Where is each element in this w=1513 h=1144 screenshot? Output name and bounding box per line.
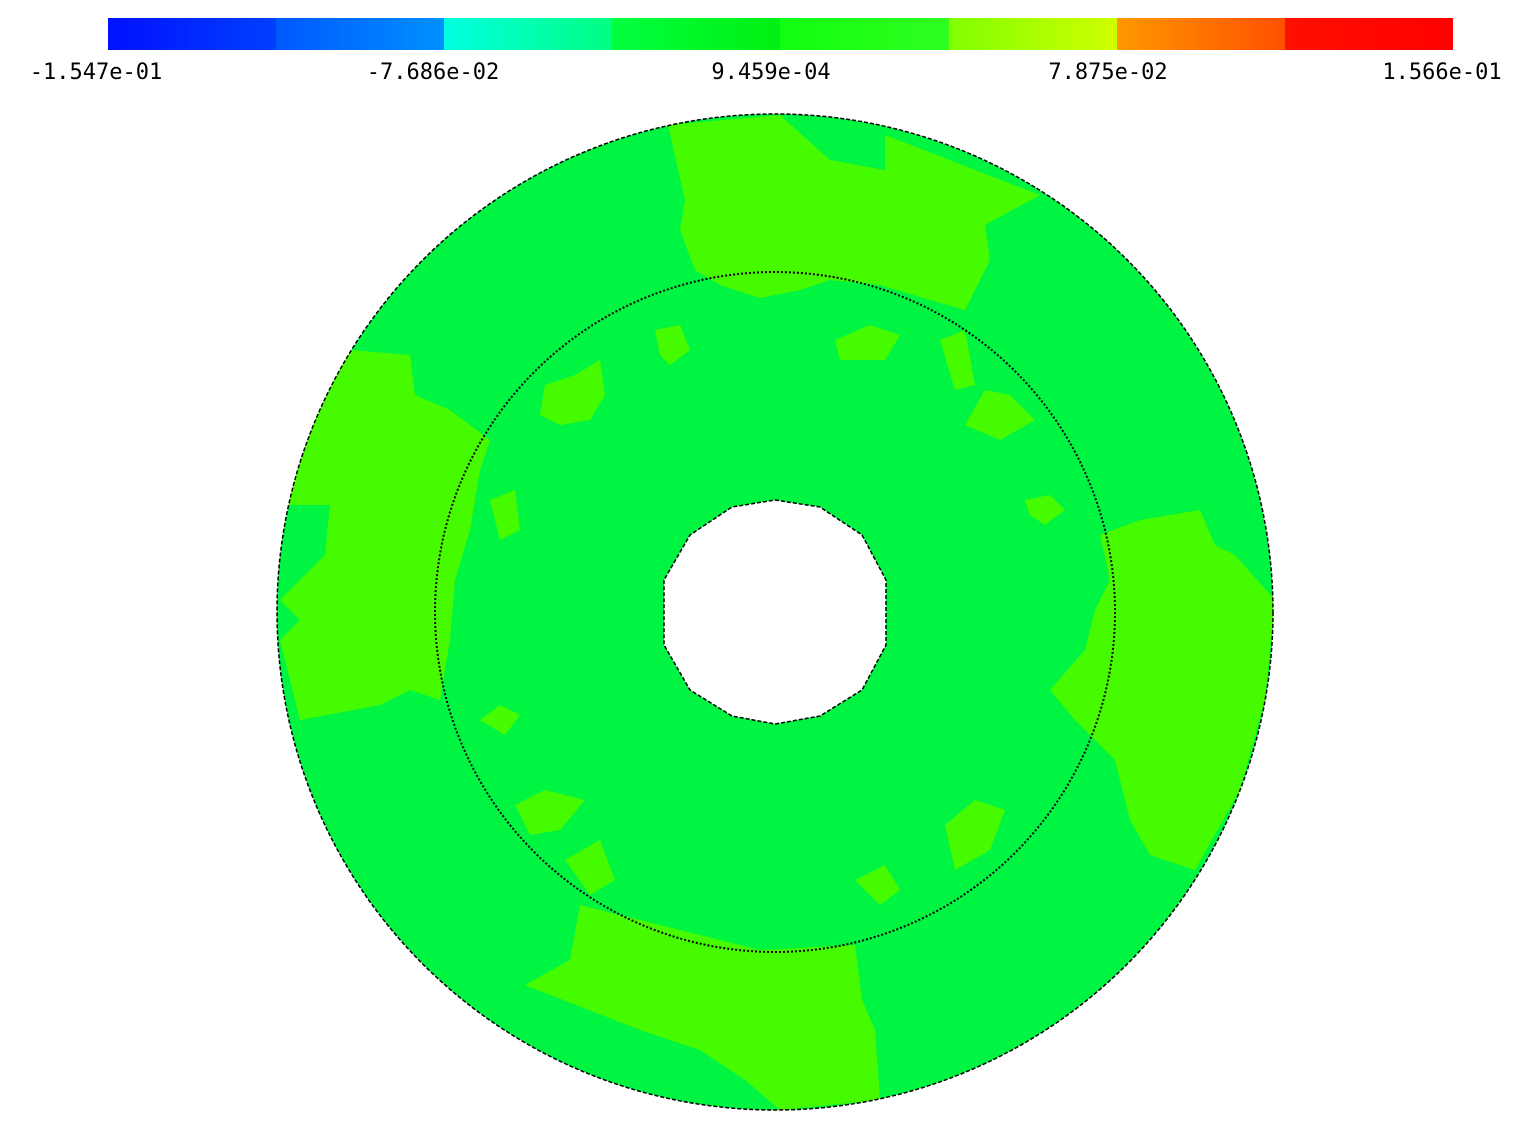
patch [515, 790, 585, 835]
disk-field [276, 113, 1274, 1111]
colorbar-label: -7.686e-02 [367, 60, 499, 85]
colorbar-segment [276, 18, 444, 50]
colorbar-label: 9.459e-04 [711, 60, 830, 85]
patch [565, 840, 615, 895]
colorbar-segment [444, 18, 612, 50]
interface-ring [434, 271, 1116, 953]
colorbar-segment [1117, 18, 1285, 50]
patches [280, 115, 1273, 1110]
inner-hole [663, 499, 887, 725]
patch [540, 360, 605, 425]
colorbar-label: 7.875e-02 [1048, 60, 1167, 85]
patch [965, 390, 1035, 440]
colorbar-segment [949, 18, 1117, 50]
outer-boundary [276, 113, 1274, 1111]
colorbar-label: 1.566e-01 [1382, 60, 1501, 85]
patch [1050, 510, 1273, 870]
colorbar-segment [108, 18, 276, 50]
colorbar: -1.547e-01 -7.686e-02 9.459e-04 7.875e-0… [30, 18, 1502, 85]
colorbar-label: -1.547e-01 [30, 60, 162, 85]
patch [525, 905, 880, 1110]
patch [280, 350, 490, 720]
patch [490, 490, 520, 540]
patch [655, 325, 690, 365]
patch [480, 705, 520, 735]
patch [855, 865, 900, 905]
colorbar-segment [1285, 18, 1453, 50]
patch [945, 800, 1005, 870]
colorbar-segment [780, 18, 949, 50]
patch [668, 115, 1040, 310]
patch [940, 330, 975, 390]
patch [835, 325, 900, 360]
colorbar-segment [612, 18, 780, 50]
patch [1025, 495, 1065, 525]
